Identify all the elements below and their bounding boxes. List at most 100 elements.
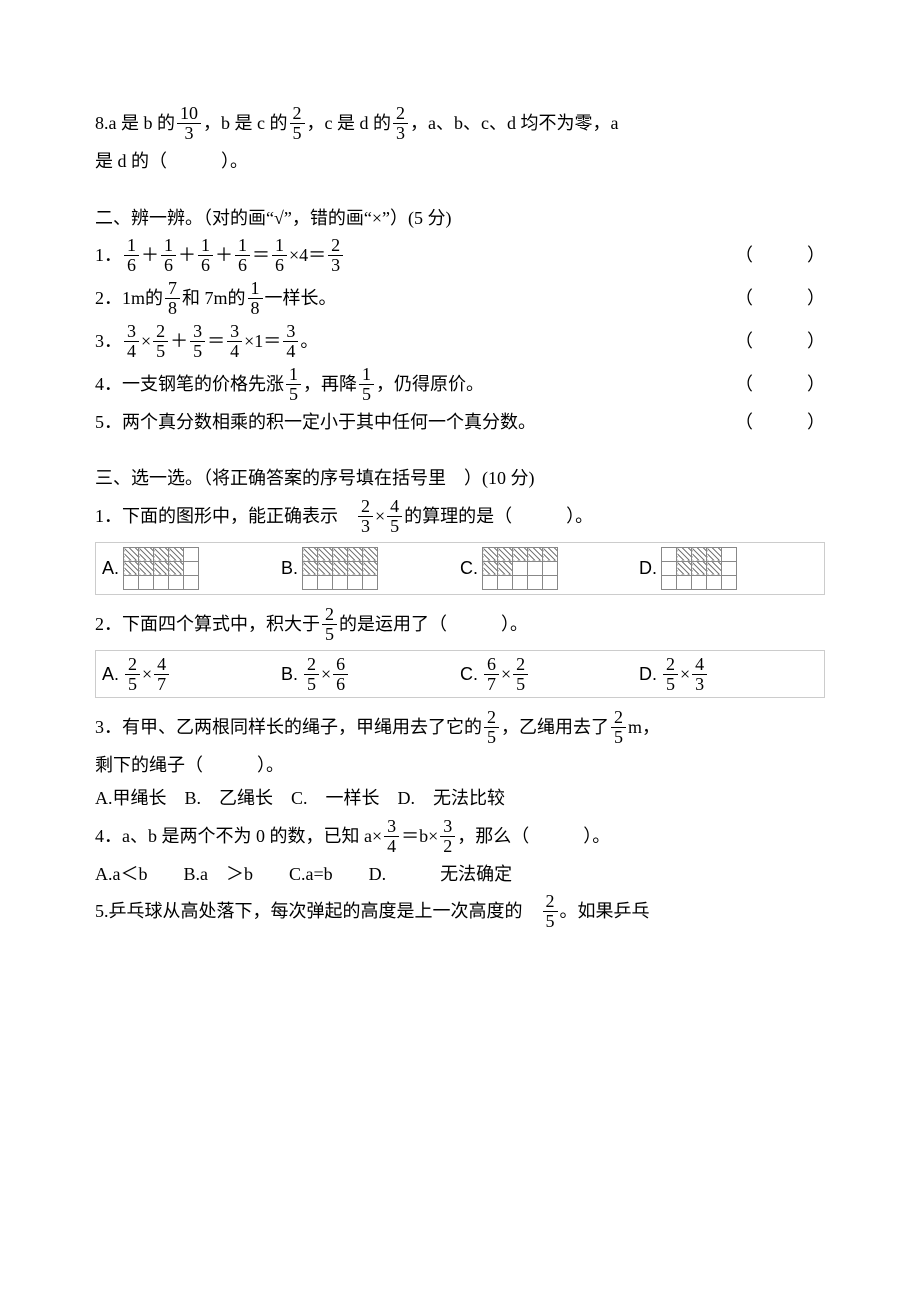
label: D. — [639, 554, 657, 583]
frac: 16 — [198, 236, 213, 275]
grid-d — [661, 547, 737, 590]
text: 。如果乒乓 — [560, 897, 650, 926]
text: 2．1m的 — [95, 284, 163, 313]
frac: 32 — [440, 817, 455, 856]
options[interactable]: A.a＜b B.a ＞b C.a=b D. 无法确定 — [95, 860, 512, 889]
frac: 25 — [322, 605, 337, 644]
text: 3． — [95, 327, 122, 356]
answer-blank[interactable]: （ ） — [735, 284, 825, 313]
text: 二、辨一辨。（对的画“√”，错的画“×”）(5 分) — [95, 204, 451, 233]
text: 5．两个真分数相乘的积一定小于其中任何一个真分数。 — [95, 408, 536, 437]
frac: 45 — [387, 497, 402, 536]
s3-q3-line2: 剩下的绳子（ ）。 — [95, 751, 825, 780]
text: ＝b× — [401, 822, 438, 851]
option-a[interactable]: A. — [102, 547, 281, 590]
option-b[interactable]: B. — [281, 547, 460, 590]
label: C. — [460, 660, 478, 689]
s2-q4: 4．一支钢笔的价格先涨 15 ，再降 15 ，仍得原价。 （ ） — [95, 365, 825, 404]
options[interactable]: A.甲绳长 B. 乙绳长 C. 一样长 D. 无法比较 — [95, 784, 505, 813]
text: 是 d 的（ ）。 — [95, 147, 248, 176]
q8-line2: 是 d 的（ ）。 — [95, 147, 825, 176]
s3-q3-line1: 3．有甲、乙两根同样长的绳子，甲绳用去了它的 25 ，乙绳用去了 25 m， — [95, 708, 825, 747]
frac: 103 — [177, 104, 201, 143]
label: B. — [281, 660, 298, 689]
frac: 25 — [663, 655, 678, 694]
frac: 15 — [286, 365, 301, 404]
s3-q3-opts: A.甲绳长 B. 乙绳长 C. 一样长 D. 无法比较 — [95, 784, 825, 813]
s3-q1: 1．下面的图形中，能正确表示 23 × 45 的算理的是（ ）。 — [95, 497, 825, 536]
answer-blank[interactable]: （ ） — [735, 370, 825, 399]
op: × — [142, 660, 152, 689]
frac: 23 — [393, 104, 408, 143]
frac: 34 — [227, 322, 242, 361]
frac: 23 — [358, 497, 373, 536]
option-a[interactable]: A. 25 × 47 — [102, 655, 281, 694]
frac: 25 — [611, 708, 626, 747]
label: C. — [460, 554, 478, 583]
text: 4．一支钢笔的价格先涨 — [95, 370, 284, 399]
text: ，仍得原价。 — [376, 370, 484, 399]
q8-line1: 8.a 是 b 的 103 ，b 是 c 的 25 ，c 是 d 的 23 ，a… — [95, 104, 825, 143]
label: A. — [102, 554, 119, 583]
frac: 34 — [384, 817, 399, 856]
s3-q2-options: A. 25 × 47 B. 25 × 66 C. 67 × 25 D. 25 ×… — [95, 650, 825, 699]
text: × — [141, 327, 151, 356]
frac: 25 — [125, 655, 140, 694]
answer-blank[interactable]: （ ） — [735, 408, 825, 437]
text: m， — [628, 713, 660, 742]
s3-q5: 5.乒乓球从高处落下，每次弹起的高度是上一次高度的 25 。如果乒乓 — [95, 892, 825, 931]
s2-q5: 5．两个真分数相乘的积一定小于其中任何一个真分数。 （ ） — [95, 408, 825, 437]
label: D. — [639, 660, 657, 689]
text: 。 — [300, 327, 318, 356]
option-d[interactable]: D. 25 × 43 — [639, 655, 818, 694]
frac: 16 — [272, 236, 287, 275]
text: 5.乒乓球从高处落下，每次弹起的高度是上一次高度的 — [95, 897, 541, 926]
text: ×1＝ — [244, 327, 281, 356]
text: 的算理的是（ ）。 — [404, 502, 593, 531]
frac: 18 — [248, 279, 263, 318]
text: 2．下面四个算式中，积大于 — [95, 610, 320, 639]
frac: 23 — [328, 236, 343, 275]
s3-q2: 2．下面四个算式中，积大于 25 的是运用了（ ）。 — [95, 605, 825, 644]
frac: 67 — [484, 655, 499, 694]
text: 1． — [95, 241, 122, 270]
answer-blank[interactable]: （ ） — [735, 327, 825, 356]
text: 4．a、b 是两个不为 0 的数，已知 a× — [95, 822, 382, 851]
frac: 25 — [290, 104, 305, 143]
label: B. — [281, 554, 298, 583]
frac: 47 — [154, 655, 169, 694]
frac: 25 — [513, 655, 528, 694]
frac: 66 — [333, 655, 348, 694]
frac: 25 — [304, 655, 319, 694]
frac: 34 — [283, 322, 298, 361]
section-3: 三、选一选。（将正确答案的序号填在括号里 ）(10 分) 1．下面的图形中，能正… — [95, 464, 825, 931]
text: ，a、b、c、d 均不为零，a — [410, 109, 618, 138]
text: ，b 是 c 的 — [203, 109, 288, 138]
frac: 35 — [190, 322, 205, 361]
s2-q1: 1． 16 ＋ 16 ＋ 16 ＋ 16 ＝ 16 ×4＝ 23 （ ） — [95, 236, 825, 275]
section-2: 二、辨一辨。（对的画“√”，错的画“×”）(5 分) 1． 16 ＋ 16 ＋ … — [95, 204, 825, 437]
op: × — [501, 660, 511, 689]
text: ，再降 — [303, 370, 357, 399]
s2-title: 二、辨一辨。（对的画“√”，错的画“×”）(5 分) — [95, 204, 825, 233]
grid-b — [302, 547, 378, 590]
option-d[interactable]: D. — [639, 547, 818, 590]
text: × — [375, 502, 385, 531]
text: ，c 是 d 的 — [307, 109, 392, 138]
option-c[interactable]: C. 67 × 25 — [460, 655, 639, 694]
text: 1．下面的图形中，能正确表示 — [95, 502, 356, 531]
text: ，那么（ ）。 — [457, 822, 610, 851]
frac: 34 — [124, 322, 139, 361]
option-b[interactable]: B. 25 × 66 — [281, 655, 460, 694]
grid-a — [123, 547, 199, 590]
text: 3．有甲、乙两根同样长的绳子，甲绳用去了它的 — [95, 713, 482, 742]
option-c[interactable]: C. — [460, 547, 639, 590]
answer-blank[interactable]: （ ） — [735, 241, 825, 270]
frac: 16 — [161, 236, 176, 275]
s3-q1-options: A. B. C. D. — [95, 542, 825, 595]
frac: 15 — [359, 365, 374, 404]
frac: 25 — [543, 892, 558, 931]
frac: 25 — [153, 322, 168, 361]
text: ＝ — [252, 241, 270, 270]
frac: 43 — [692, 655, 707, 694]
